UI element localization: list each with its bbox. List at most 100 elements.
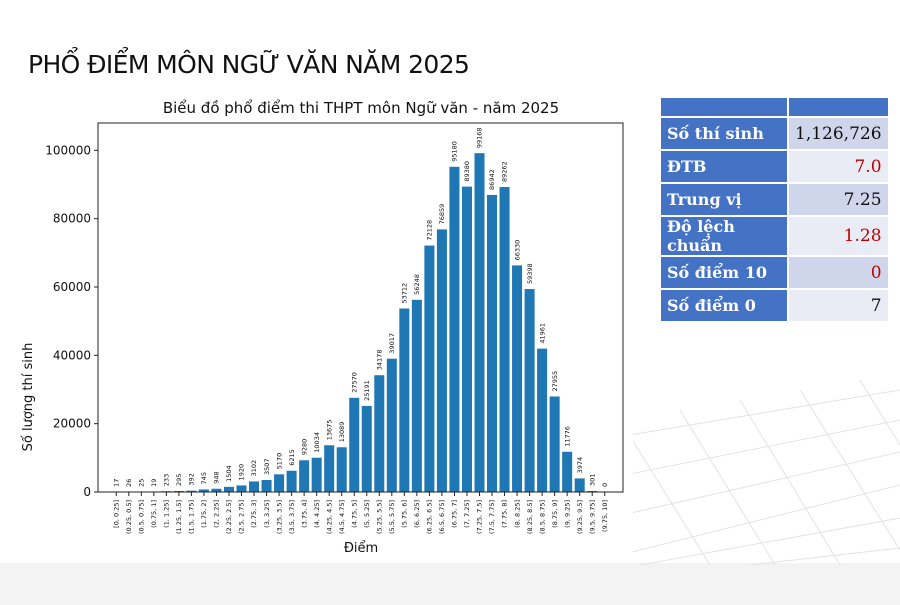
bar-value-label: 11776	[563, 426, 571, 447]
stat-value: 1.28	[789, 217, 888, 257]
bar	[211, 488, 222, 492]
bottom-band	[0, 563, 900, 605]
bar-value-label: 233	[163, 474, 171, 486]
slide-title: PHỔ ĐIỂM MÔN NGỮ VĂN NĂM 2025	[28, 50, 470, 79]
x-tick-label: (6.75, 7]	[451, 500, 459, 528]
bar-value-label: 3507	[263, 458, 271, 475]
stat-value: 1,126,726	[789, 118, 888, 151]
bar-value-label: 1504	[225, 465, 233, 482]
stat-value: 7.0	[789, 151, 888, 184]
y-tick-label: 0	[83, 485, 91, 499]
bar-value-label: 948	[213, 471, 221, 483]
bar-value-label: 99168	[476, 127, 484, 148]
x-tick-label: (0.25, 0.5]	[125, 500, 133, 534]
y-tick-label: 40000	[53, 348, 91, 362]
bar	[186, 490, 197, 492]
bar-value-label: 745	[200, 472, 208, 484]
x-tick-label: (1, 1.25]	[163, 500, 171, 528]
x-tick-label: (7.5, 7.75]	[488, 500, 496, 534]
bar-value-label: 27570	[350, 372, 358, 393]
x-tick-label: (9.75, 10]	[601, 500, 609, 532]
chart-panel: Biểu đồ phổ điểm thi THPT môn Ngữ văn - …	[10, 91, 633, 561]
x-tick-label: (3.25, 3.5]	[275, 500, 283, 534]
x-tick-label: (5.75, 6]	[401, 500, 409, 528]
x-tick-label: (6.5, 6.75]	[438, 500, 446, 534]
x-tick-label: (9.5, 9.75]	[588, 500, 596, 534]
bar	[512, 265, 523, 492]
x-tick-label: (8.75, 9]	[551, 500, 559, 528]
bar	[487, 194, 498, 492]
stat-label: ĐTB	[661, 151, 789, 184]
bar	[198, 489, 209, 492]
bar-value-label: 1920	[238, 464, 246, 481]
x-tick-label: (2.5, 2.75]	[238, 500, 246, 534]
x-tick-label: (8, 8.25]	[513, 500, 521, 528]
y-axis-label: Số lượng thí sinh	[21, 343, 36, 452]
x-tick-label: (8.25, 8.5]	[526, 500, 534, 534]
bar-value-label: 25191	[363, 380, 371, 401]
x-tick-label: (5.5, 5.75]	[388, 500, 396, 534]
bar-value-label: 89380	[463, 161, 471, 182]
bar	[424, 245, 435, 492]
bar-value-label: 0	[601, 483, 609, 487]
x-tick-label: (7.25, 7.5]	[476, 500, 484, 534]
y-tick-label: 100000	[45, 143, 91, 157]
score-distribution-chart: Biểu đồ phổ điểm thi THPT môn Ngữ văn - …	[21, 99, 624, 556]
bar	[299, 460, 310, 492]
y-tick-label: 60000	[53, 280, 91, 294]
bar-value-label: 27955	[551, 371, 559, 392]
bar	[361, 405, 372, 492]
bar	[474, 153, 485, 492]
bar	[537, 348, 548, 492]
bar	[461, 186, 472, 492]
bar	[449, 166, 460, 492]
stat-label: Số thí sinh	[661, 118, 789, 151]
bar	[436, 229, 447, 492]
bar-value-label: 76859	[438, 204, 446, 225]
bar	[236, 485, 247, 492]
bar-value-label: 13089	[338, 422, 346, 443]
bar-value-label: 41961	[538, 323, 546, 344]
bar-value-label: 72128	[426, 220, 434, 241]
bar	[286, 470, 297, 492]
stat-label: Độ lệch chuẩn	[661, 217, 789, 257]
bar-value-label: 392	[188, 473, 196, 485]
bar-value-label: 19	[150, 479, 158, 487]
bar-value-label: 39017	[388, 333, 396, 354]
bar	[549, 396, 560, 492]
y-tick-label: 80000	[53, 212, 91, 226]
stat-value: 7	[789, 290, 888, 323]
bar-value-label: 89262	[501, 161, 509, 182]
bar-value-label: 13675	[325, 420, 333, 441]
stat-label: Số điểm 10	[661, 257, 789, 290]
x-tick-label: (1.75, 2]	[200, 500, 208, 528]
plot-frame	[97, 122, 624, 493]
table-header-cell	[661, 98, 789, 118]
y-tick-label: 20000	[53, 417, 91, 431]
bar-value-label: 66330	[513, 240, 521, 261]
x-tick-label: (5, 5.25]	[363, 500, 371, 528]
bar	[411, 299, 422, 492]
bar-value-label: 6215	[288, 449, 296, 466]
decorative-grid-pattern	[600, 380, 900, 565]
stat-row-average: ĐTB 7.0	[661, 151, 888, 184]
bar	[261, 480, 272, 492]
bar-value-label: 3102	[250, 460, 258, 477]
x-tick-label: (9.25, 9.5]	[576, 500, 584, 534]
stat-row-std-dev: Độ lệch chuẩn 1.28	[661, 217, 888, 257]
x-tick-label: (1.25, 1.5]	[175, 500, 183, 534]
x-tick-label: (9, 9.25]	[563, 500, 571, 528]
bar-value-label: 301	[588, 474, 596, 486]
x-tick-label: (4.25, 4.5]	[325, 500, 333, 534]
bar	[311, 457, 322, 492]
x-tick-label: (4.5, 4.75]	[338, 500, 346, 534]
bar	[399, 308, 410, 492]
stat-row-candidates: Số thí sinh 1,126,726	[661, 118, 888, 151]
x-tick-label: (1.5, 1.75]	[188, 500, 196, 534]
stat-label: Trung vị	[661, 184, 789, 217]
statistics-table: Số thí sinh 1,126,726 ĐTB 7.0 Trung vị 7…	[661, 98, 888, 323]
bar-value-label: 26	[125, 479, 133, 487]
x-tick-label: (2, 2.25]	[213, 500, 221, 528]
bar	[349, 397, 360, 492]
x-tick-label: (6, 6.25]	[413, 500, 421, 528]
